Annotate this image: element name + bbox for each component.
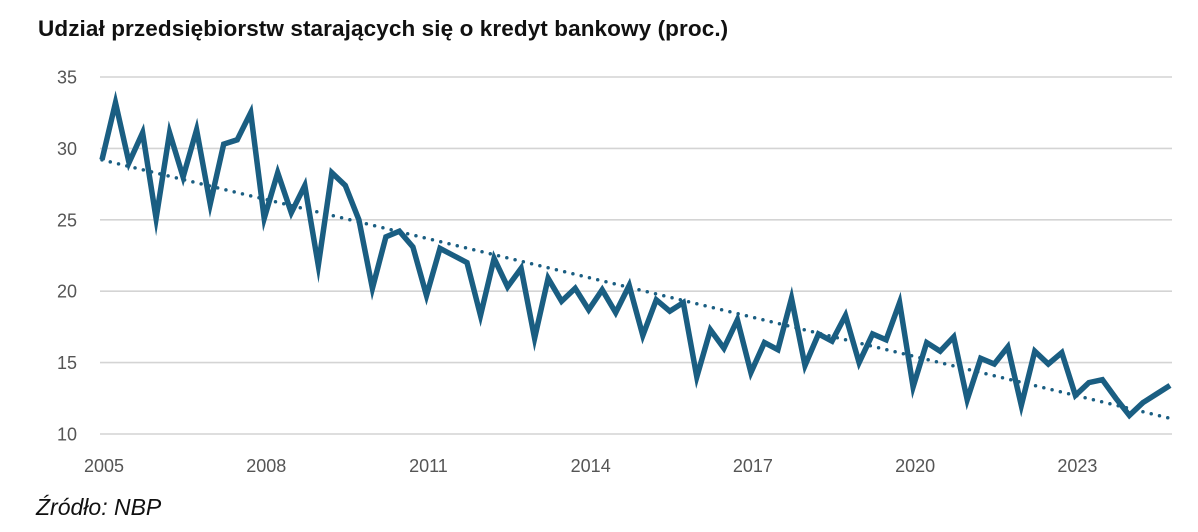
y-tick-label: 20 — [57, 282, 77, 302]
x-tick-label: 2020 — [895, 456, 935, 476]
data-series-line — [99, 90, 1172, 420]
y-tick-label: 30 — [57, 139, 77, 159]
y-tick-label: 25 — [57, 210, 77, 230]
y-axis-ticks: 10 15 20 25 30 35 — [57, 68, 77, 445]
x-tick-label: 2008 — [246, 456, 286, 476]
y-tick-label: 35 — [57, 68, 77, 88]
x-tick-label: 2014 — [571, 456, 611, 476]
x-tick-label: 2005 — [84, 456, 124, 476]
chart-title: Udział przedsiębiorstw starających się o… — [38, 16, 729, 41]
y-tick-label: 10 — [57, 425, 77, 445]
x-tick-label: 2023 — [1057, 456, 1097, 476]
y-tick-label: 15 — [57, 353, 77, 373]
gridlines — [100, 76, 1172, 435]
x-tick-label: 2017 — [733, 456, 773, 476]
x-tick-label: 2011 — [409, 456, 448, 476]
source-note: Źródło: NBP — [36, 494, 162, 520]
x-axis-ticks: 2005 2008 2011 2014 2017 2020 2023 — [84, 456, 1097, 476]
